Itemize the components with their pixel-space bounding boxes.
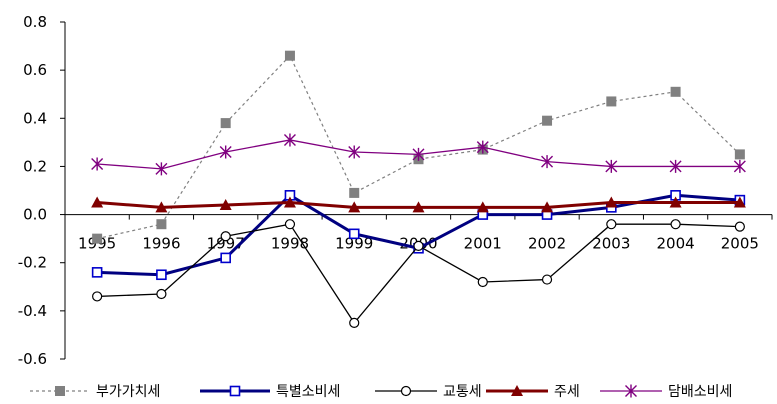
x-tick-label: 1996 — [142, 235, 180, 253]
data-point — [156, 269, 167, 281]
data-point — [412, 147, 425, 161]
data-point — [606, 96, 617, 107]
data-point — [412, 201, 425, 213]
series-line — [97, 54, 741, 240]
data-point — [348, 228, 360, 240]
series-4 — [91, 196, 746, 213]
y-tick-label: -0.4 — [18, 302, 47, 320]
data-point — [477, 276, 488, 288]
y-tick-label: 0.6 — [23, 61, 47, 79]
data-point — [156, 219, 167, 230]
data-point — [92, 291, 103, 302]
data-point — [219, 198, 232, 210]
y-tick-label: 0.4 — [23, 109, 47, 127]
legend-label: 특별소비세 — [276, 384, 340, 400]
legend-marker — [229, 385, 241, 397]
legend-item: 특별소비세 — [200, 384, 340, 400]
legend-item: 담배소비세 — [600, 384, 732, 400]
data-point — [413, 240, 424, 251]
legend-marker — [625, 384, 637, 398]
data-point — [155, 201, 168, 213]
legend-label: 교통세 — [443, 384, 482, 400]
series-layer — [91, 50, 746, 328]
data-point — [91, 157, 104, 171]
data-point — [541, 201, 554, 213]
data-point — [734, 221, 745, 232]
data-point — [733, 159, 746, 173]
data-point — [476, 201, 489, 213]
legend-label: 주세 — [554, 384, 580, 400]
data-point — [92, 233, 103, 244]
data-point — [542, 115, 553, 126]
data-point — [476, 140, 489, 154]
legend-item: 교통세 — [375, 384, 482, 400]
data-point — [283, 196, 296, 208]
axes: -0.6-0.4-0.20.00.20.40.60.81995199619971… — [18, 13, 773, 368]
data-point — [670, 86, 681, 97]
legend-item: 주세 — [486, 384, 580, 400]
data-point — [669, 196, 682, 208]
data-point — [605, 159, 618, 173]
x-tick-label: 2002 — [528, 235, 566, 253]
legend-marker — [55, 386, 65, 396]
data-point — [156, 288, 167, 300]
x-tick-label: 2005 — [721, 235, 759, 253]
data-point — [733, 196, 746, 208]
x-tick-label: 2004 — [656, 235, 694, 253]
legend: 부가가치세 특별소비세 교통세 주세 담배소비세 — [30, 384, 732, 400]
data-point — [220, 252, 231, 264]
x-tick-label: 2001 — [464, 235, 502, 253]
data-point — [348, 145, 361, 159]
y-tick-label: 0.2 — [23, 157, 47, 175]
series-5 — [91, 133, 746, 176]
x-tick-label: 1999 — [335, 235, 373, 253]
data-point — [348, 201, 361, 213]
legend-marker — [511, 385, 523, 396]
data-point — [220, 231, 231, 242]
legend-item: 부가가치세 — [30, 384, 160, 400]
y-tick-label: -0.2 — [18, 254, 47, 272]
data-point — [605, 196, 618, 208]
legend-label: 담배소비세 — [668, 384, 732, 400]
data-point — [91, 267, 103, 278]
data-point — [669, 159, 682, 173]
data-point — [219, 145, 232, 159]
series-3 — [92, 219, 745, 328]
data-point — [734, 149, 745, 160]
y-tick-label: -0.6 — [18, 350, 47, 368]
data-point — [606, 219, 617, 230]
data-point — [349, 317, 360, 328]
data-point — [155, 162, 168, 176]
data-point — [541, 155, 554, 169]
data-point — [283, 133, 296, 147]
data-point — [349, 187, 360, 198]
data-point — [220, 118, 231, 129]
data-point — [284, 219, 296, 230]
data-point — [91, 196, 104, 208]
x-tick-label: 2003 — [592, 235, 630, 253]
data-point — [541, 274, 553, 285]
y-tick-label: 0.0 — [23, 206, 47, 224]
legend-marker — [400, 385, 412, 397]
data-point — [284, 50, 295, 61]
legend-label: 부가가치세 — [96, 384, 160, 400]
data-point — [670, 219, 681, 230]
y-tick-label: 0.8 — [23, 13, 47, 31]
